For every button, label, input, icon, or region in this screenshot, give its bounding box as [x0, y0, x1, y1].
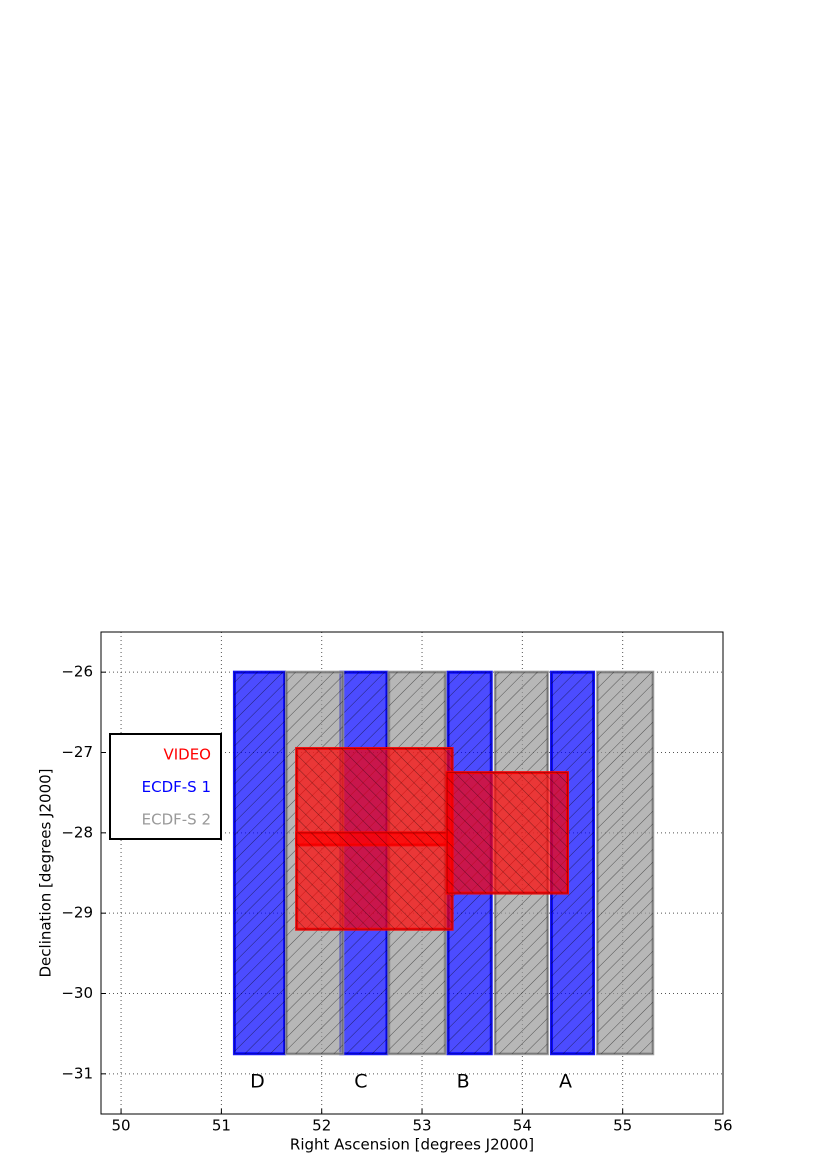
footprint-hatch — [447, 772, 568, 894]
footprint — [295, 831, 454, 931]
footprint — [596, 670, 655, 1056]
footprint — [445, 771, 570, 895]
legend-label: ECDF-S 1 — [142, 778, 211, 796]
x-tick-label: 55 — [613, 1117, 632, 1135]
y-tick-label: −26 — [61, 663, 93, 681]
legend-label: VIDEO — [163, 746, 211, 764]
x-tick-label: 50 — [112, 1117, 131, 1135]
x-tick-label: 56 — [713, 1117, 732, 1135]
footprint — [549, 670, 596, 1056]
plot-frame — [100, 631, 724, 1115]
y-tick-label: −30 — [61, 984, 93, 1002]
y-tick-label: −29 — [61, 904, 93, 922]
annotation: B — [457, 1070, 470, 1092]
footprint — [295, 746, 454, 847]
footprint-edge — [233, 671, 286, 1055]
x-tick-label: 53 — [412, 1117, 431, 1135]
x-tick-label: 51 — [212, 1117, 231, 1135]
footprint — [232, 670, 287, 1056]
annotation: A — [559, 1070, 572, 1092]
footprint-hatch — [234, 672, 285, 1054]
footprint-edge — [446, 772, 569, 894]
footprint-edge — [597, 671, 654, 1055]
x-tick-label: 54 — [513, 1117, 532, 1135]
x-tick-label: 52 — [312, 1117, 331, 1135]
legend-box — [109, 733, 222, 840]
footprint-hatch — [597, 672, 653, 1054]
footprint-hatch — [296, 832, 453, 930]
y-tick-label: −28 — [61, 823, 93, 841]
y-axis-label: Declination [degrees J2000] — [37, 768, 55, 977]
footprint-hatch — [296, 748, 453, 845]
y-tick-label: −27 — [61, 743, 93, 761]
legend-label: ECDF-S 2 — [142, 811, 211, 829]
y-tick-label: −31 — [61, 1064, 93, 1082]
annotation: D — [250, 1070, 265, 1092]
plot-area — [101, 632, 724, 1114]
annotation: C — [354, 1070, 367, 1092]
x-axis-label: Right Ascension [degrees J2000] — [290, 1136, 534, 1154]
